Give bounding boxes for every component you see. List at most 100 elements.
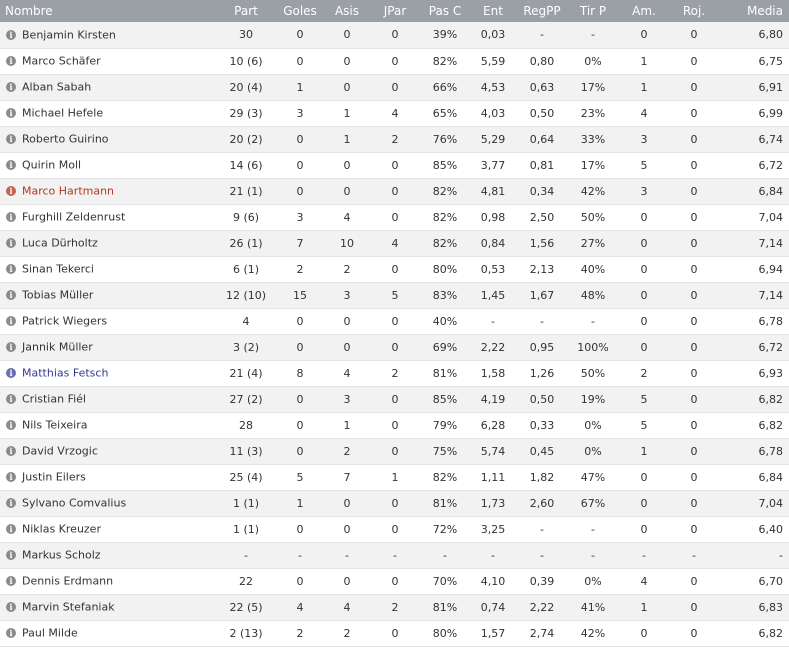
table-row[interactable]: i Michael Hefele 29 (3) 3 1 4 65% 4,03 0,50 23% 4 0… xyxy=(0,100,789,126)
column-header-regpp[interactable]: RegPP xyxy=(523,4,561,18)
player-name-cell[interactable]: i Benjamin Kirsten xyxy=(0,22,216,48)
player-name[interactable]: Michael Hefele xyxy=(22,106,104,120)
player-name[interactable]: Marco Hartmann xyxy=(22,184,115,198)
player-name-cell[interactable]: i Justin Eilers xyxy=(0,464,216,490)
player-name-cell[interactable]: i Niklas Kreuzer xyxy=(0,516,216,542)
player-name[interactable]: Tobias Müller xyxy=(22,288,94,302)
table-row[interactable]: i David Vrzogic 11 (3) 0 2 0 75% 5,74 0,45 0% 1 0 6,… xyxy=(0,438,789,464)
column-header-tirp[interactable]: Tir P xyxy=(579,4,607,18)
column-header-goles[interactable]: Goles xyxy=(283,4,317,18)
column-header-name[interactable]: Nombre xyxy=(5,4,53,18)
table-row[interactable]: i Jannik Müller 3 (2) 0 0 0 69% 2,22 0,95 100% 0 0 6… xyxy=(0,334,789,360)
player-name[interactable]: Quirin Moll xyxy=(22,158,82,172)
table-row[interactable]: i Marco Schäfer 10 (6) 0 0 0 82% 5,59 0,80 0% 1 0 6,… xyxy=(0,48,789,74)
table-row[interactable]: i Marco Hartmann 21 (1) 0 0 0 82% 4,81 0,34 42% 3 0… xyxy=(0,178,789,204)
column-header-part[interactable]: Part xyxy=(234,4,258,18)
player-name[interactable]: Sinan Tekerci xyxy=(22,262,94,276)
info-icon[interactable]: i xyxy=(6,628,16,639)
player-name-cell[interactable]: i Jannik Müller xyxy=(0,334,216,360)
player-name[interactable]: Niklas Kreuzer xyxy=(22,522,101,536)
info-icon[interactable]: i xyxy=(6,108,16,119)
player-name-cell[interactable]: i Nils Teixeira xyxy=(0,412,216,438)
table-row[interactable]: i Luca Dürholtz 26 (1) 7 10 4 82% 0,84 1,56 27% 0 0… xyxy=(0,230,789,256)
player-name[interactable]: Patrick Wiegers xyxy=(22,314,108,328)
player-name[interactable]: David Vrzogic xyxy=(22,444,98,458)
player-name-cell[interactable]: i Dennis Erdmann xyxy=(0,568,216,594)
player-name[interactable]: Alban Sabah xyxy=(22,80,92,94)
player-name-cell[interactable]: i Matthias Fetsch xyxy=(0,360,216,386)
player-name-cell[interactable]: i Luca Dürholtz xyxy=(0,230,216,256)
player-name[interactable]: Paul Milde xyxy=(22,626,78,640)
player-name[interactable]: Roberto Guirino xyxy=(22,132,109,146)
info-icon[interactable]: i xyxy=(6,30,16,40)
column-header-media[interactable]: Media xyxy=(746,4,783,18)
player-name-cell[interactable]: i Roberto Guirino xyxy=(0,126,216,152)
info-icon[interactable]: i xyxy=(6,264,16,275)
info-icon[interactable]: i xyxy=(6,602,16,613)
table-row[interactable]: i Quirin Moll 14 (6) 0 0 0 85% 3,77 0,81 17% 5 0 6,7… xyxy=(0,152,789,178)
column-header-am[interactable]: Am. xyxy=(632,4,656,18)
player-name-cell[interactable]: i Cristian Fiél xyxy=(0,386,216,412)
info-icon[interactable]: i xyxy=(6,420,16,431)
table-row[interactable]: i Justin Eilers 25 (4) 5 7 1 82% 1,11 1,82 47% 0 0 6… xyxy=(0,464,789,490)
player-name[interactable]: Sylvano Comvalius xyxy=(22,496,127,510)
info-icon[interactable]: i xyxy=(6,342,16,353)
player-name[interactable]: Cristian Fiél xyxy=(22,392,86,406)
info-icon[interactable]: i xyxy=(6,472,16,483)
player-name-cell[interactable]: i Michael Hefele xyxy=(0,100,216,126)
info-icon[interactable]: i xyxy=(6,134,16,145)
player-name-cell[interactable]: i Marco Hartmann xyxy=(0,178,216,204)
info-icon[interactable]: i xyxy=(6,186,16,197)
table-row[interactable]: i Nils Teixeira 28 0 1 0 79% 6,28 0,33 0% 5 0 6,82 xyxy=(0,412,789,438)
player-name[interactable]: Dennis Erdmann xyxy=(22,574,114,588)
table-row[interactable]: i Benjamin Kirsten 30 0 0 0 39% 0,03 - - 0 0 6,80 xyxy=(0,22,789,48)
player-name-cell[interactable]: i Sylvano Comvalius xyxy=(0,490,216,516)
info-icon[interactable]: i xyxy=(6,56,16,67)
player-name-cell[interactable]: i David Vrzogic xyxy=(0,438,216,464)
player-name[interactable]: Markus Scholz xyxy=(22,548,101,562)
table-row[interactable]: i Tobias Müller 12 (10) 15 3 5 83% 1,45 1,67 48% 0… xyxy=(0,282,789,308)
table-row[interactable]: i Matthias Fetsch 21 (4) 8 4 2 81% 1,58 1,26 50% 2… xyxy=(0,360,789,386)
column-header-pasc[interactable]: Pas C xyxy=(428,4,462,18)
player-name-cell[interactable]: i Marvin Stefaniak xyxy=(0,594,216,620)
column-header-roj[interactable]: Roj. xyxy=(682,4,706,18)
info-icon[interactable]: i xyxy=(6,160,16,171)
column-header-ent[interactable]: Ent xyxy=(483,4,503,18)
table-row[interactable]: i Sinan Tekerci 6 (1) 2 2 0 80% 0,53 2,13 40% 0 0 6,… xyxy=(0,256,789,282)
player-name-cell[interactable]: i Sinan Tekerci xyxy=(0,256,216,282)
player-name-cell[interactable]: i Markus Scholz xyxy=(0,542,216,568)
info-icon[interactable]: i xyxy=(6,82,16,93)
table-row[interactable]: i Paul Milde 2 (13) 2 2 0 80% 1,57 2,74 42% 0 0 6,82 xyxy=(0,620,789,646)
info-icon[interactable]: i xyxy=(6,550,16,561)
table-row[interactable]: i Dennis Erdmann 22 0 0 0 70% 4,10 0,39 0% 4 0 6,70 xyxy=(0,568,789,594)
player-name[interactable]: Nils Teixeira xyxy=(22,418,88,432)
column-header-asis[interactable]: Asis xyxy=(334,4,360,18)
table-row[interactable]: i Furghill Zeldenrust 9 (6) 3 4 0 82% 0,98 2,50 5… xyxy=(0,204,789,230)
player-name[interactable]: Furghill Zeldenrust xyxy=(22,210,126,224)
table-row[interactable]: i Cristian Fiél 27 (2) 0 3 0 85% 4,19 0,50 19% 5 0 6… xyxy=(0,386,789,412)
table-row[interactable]: i Roberto Guirino 20 (2) 0 1 2 76% 5,29 0,64 33% 3… xyxy=(0,126,789,152)
player-name[interactable]: Jannik Müller xyxy=(22,340,93,354)
info-icon[interactable]: i xyxy=(6,524,16,535)
info-icon[interactable]: i xyxy=(6,446,16,457)
player-name[interactable]: Benjamin Kirsten xyxy=(22,28,116,42)
player-name-cell[interactable]: i Alban Sabah xyxy=(0,74,216,100)
player-name[interactable]: Marvin Stefaniak xyxy=(22,600,115,614)
player-name[interactable]: Luca Dürholtz xyxy=(22,236,98,250)
table-row[interactable]: i Alban Sabah 20 (4) 1 0 0 66% 4,53 0,63 17% 1 0 6,9… xyxy=(0,74,789,100)
player-name[interactable]: Matthias Fetsch xyxy=(22,366,109,380)
player-name[interactable]: Marco Schäfer xyxy=(22,54,101,68)
table-row[interactable]: i Patrick Wiegers 4 0 0 0 40% - - - 0 0 6,78 xyxy=(0,308,789,334)
table-row[interactable]: i Marvin Stefaniak 22 (5) 4 4 2 81% 0,74 2,22 41%… xyxy=(0,594,789,620)
info-icon[interactable]: i xyxy=(6,394,16,405)
info-icon[interactable]: i xyxy=(6,212,16,223)
column-header-jpar[interactable]: JPar xyxy=(383,4,407,18)
info-icon[interactable]: i xyxy=(6,576,16,587)
info-icon[interactable]: i xyxy=(6,238,16,249)
player-name-cell[interactable]: i Marco Schäfer xyxy=(0,48,216,74)
player-name-cell[interactable]: i Quirin Moll xyxy=(0,152,216,178)
info-icon[interactable]: i xyxy=(6,290,16,301)
table-row[interactable]: i Niklas Kreuzer 1 (1) 0 0 0 72% 3,25 - - 0 0 6,40 xyxy=(0,516,789,542)
player-name[interactable]: Justin Eilers xyxy=(22,470,86,484)
info-icon[interactable]: i xyxy=(6,368,16,379)
